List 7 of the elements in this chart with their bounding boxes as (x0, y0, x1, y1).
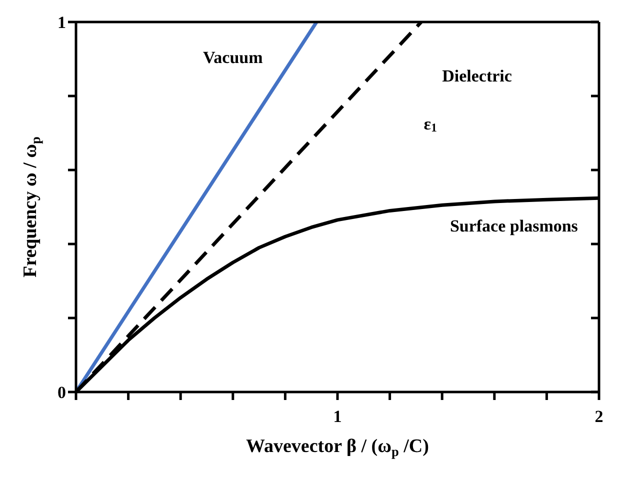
y-tick-label: 0 (58, 383, 66, 402)
series-label: Vacuum (202, 48, 263, 67)
text: Dielectric (442, 66, 512, 86)
series-label: Surface plasmons (450, 216, 578, 236)
annotation: ε$_{1}$ (424, 114, 438, 135)
x-axis-title: Wavevector β / (ω$_{p}$ /C) (246, 436, 429, 459)
x-tick-label: 2 (594, 407, 604, 426)
